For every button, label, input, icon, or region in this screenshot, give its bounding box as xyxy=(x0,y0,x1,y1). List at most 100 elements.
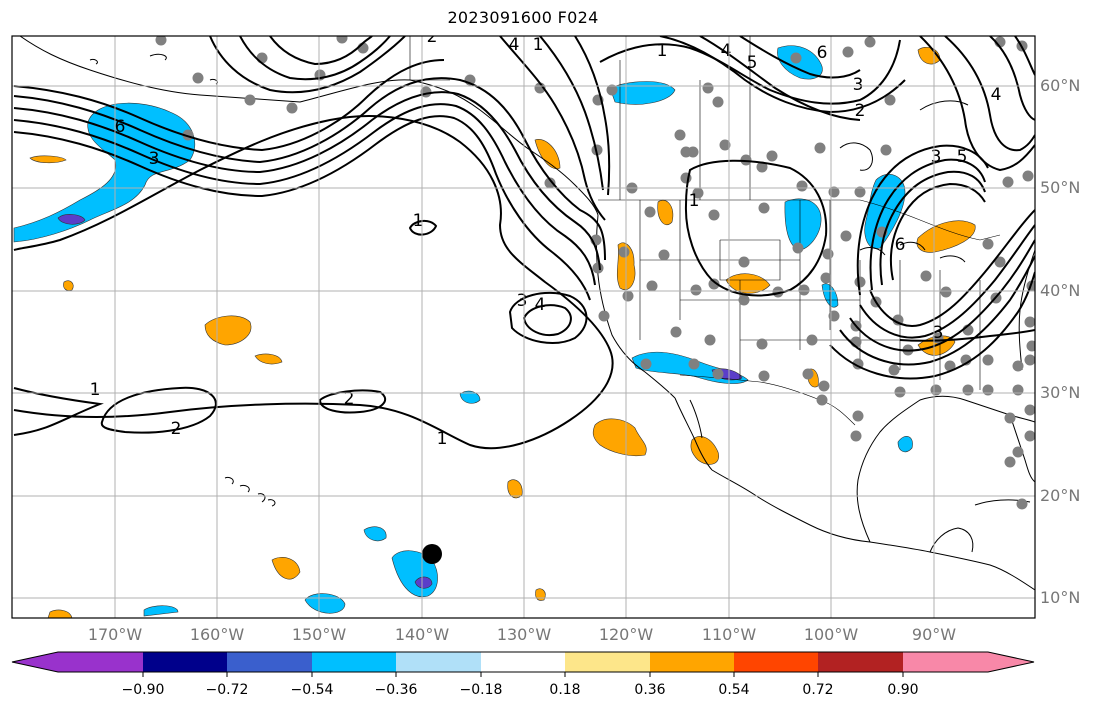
lat-label: 50°N xyxy=(1040,178,1081,197)
lat-label: 20°N xyxy=(1040,486,1081,505)
gridlines xyxy=(12,36,1035,618)
contour-east-low-2 xyxy=(879,170,986,286)
colorbar-tick-label: 0.90 xyxy=(887,682,919,698)
contour-east-e xyxy=(829,271,1035,380)
hudson-bay xyxy=(839,100,969,171)
canada-provinces xyxy=(409,36,751,200)
contour-label: 6 xyxy=(817,43,828,63)
colorbar xyxy=(11,651,1035,677)
orange-region-2 xyxy=(254,353,283,365)
contour-ridge-1 xyxy=(209,36,406,94)
lat-label: 60°N xyxy=(1040,76,1081,95)
purple-region xyxy=(57,214,86,225)
contour-label: 2 xyxy=(855,101,866,121)
contour-2-mid xyxy=(318,389,387,414)
contour-east-d xyxy=(839,255,1035,366)
contour-label: 6 xyxy=(115,117,126,137)
contour-label: 3 xyxy=(933,323,944,343)
contour-trough-3 xyxy=(574,36,611,196)
colorbar-segment xyxy=(312,652,396,672)
orange-region-15 xyxy=(29,155,67,164)
lon-label: 130°W xyxy=(496,625,552,644)
us-canada-border xyxy=(598,199,1001,241)
contour-label: 4 xyxy=(991,85,1002,105)
contour-1-small xyxy=(408,220,438,236)
contour-trough-2 xyxy=(539,36,604,191)
contour-label: 1 xyxy=(689,191,700,211)
lon-label: 100°W xyxy=(803,625,859,644)
contour-label: 2 xyxy=(344,389,355,409)
contour-label: 1 xyxy=(533,35,544,55)
blue-region-gulf-alaska xyxy=(13,102,196,243)
purple-region-hawaii xyxy=(414,576,433,589)
colorbar-segment xyxy=(58,652,143,672)
orange-region-1 xyxy=(204,315,252,346)
colorbar-segment xyxy=(227,652,312,672)
contour-label: 3 xyxy=(517,291,528,311)
contour-jet-2 xyxy=(13,91,601,271)
orange-region-9 xyxy=(592,418,647,457)
shaded-fields xyxy=(13,45,976,618)
contour-east-low-1 xyxy=(869,158,986,291)
orange-region-18 xyxy=(47,609,73,618)
blue-region-small2 xyxy=(459,390,481,404)
blue-region-small3 xyxy=(143,605,179,617)
blue-region-dakota xyxy=(784,198,822,251)
lat-label: 40°N xyxy=(1040,281,1081,300)
political-borders xyxy=(409,36,1001,426)
colorbar-segment xyxy=(143,652,227,672)
contour-label: 5 xyxy=(957,147,968,167)
contour-ne-1 xyxy=(599,39,901,105)
colorbar-segment xyxy=(396,652,481,672)
blue-region-small1 xyxy=(363,526,387,542)
colorbar-tick-label: −0.54 xyxy=(290,682,334,698)
colorbar-tick-label: 0.72 xyxy=(802,682,834,698)
contour-far-east-2 xyxy=(944,36,1035,152)
contour-3-high xyxy=(508,291,588,344)
contour-east-a xyxy=(869,209,1035,327)
contour-far-east-4 xyxy=(1014,36,1035,76)
colorbar-segment xyxy=(734,652,818,672)
colorbar-segment xyxy=(818,652,903,672)
contour-label: 1 xyxy=(413,211,424,231)
contour-label: 4 xyxy=(535,295,546,315)
colorbar-extend-low xyxy=(12,652,58,672)
orange-region-5 xyxy=(657,200,674,226)
colorbar-tick-label: 0.18 xyxy=(549,682,581,698)
contour-ne-4 xyxy=(739,36,861,79)
contour-label: 4 xyxy=(509,35,520,55)
contour-east-f xyxy=(899,329,1035,342)
contour-4-high xyxy=(522,304,572,336)
lon-label: 140°W xyxy=(394,625,450,644)
map-title: 2023091600 F024 xyxy=(447,8,599,27)
colorbar-segments xyxy=(11,651,1035,677)
lat-label: 10°N xyxy=(1040,588,1081,607)
contour-label: 3 xyxy=(931,147,942,167)
orange-region-12 xyxy=(271,557,301,580)
lat-label: 30°N xyxy=(1040,383,1081,402)
orange-region-3 xyxy=(534,139,561,170)
alaska-coast xyxy=(19,36,599,216)
contour-labels: 6 3 1 2 1 2 1 3 4 1 4 5 6 3 2 1 3 5 4 6 … xyxy=(90,27,1002,449)
contour-label: 3 xyxy=(149,149,160,169)
west-coast-us xyxy=(596,214,676,399)
colorbar-segment xyxy=(481,652,565,672)
colorbar-tick-label: −0.72 xyxy=(205,682,249,698)
colorbar-tick-label: −0.90 xyxy=(121,682,165,698)
contour-jet-1 xyxy=(13,77,606,261)
contour-1-west xyxy=(13,387,104,436)
orange-region-17 xyxy=(535,588,546,601)
lon-label: 170°W xyxy=(87,625,143,644)
blue-region-south xyxy=(304,593,346,614)
contour-label: 4 xyxy=(721,41,732,61)
lon-label: 120°W xyxy=(598,625,654,644)
orange-region-11 xyxy=(507,479,523,499)
lon-label: 160°W xyxy=(189,625,245,644)
contour-label: 1 xyxy=(437,429,448,449)
location-marker xyxy=(422,544,442,564)
colorbar-tick-label: −0.18 xyxy=(459,682,503,698)
colorbar-tick-label: −0.36 xyxy=(374,682,418,698)
contour-label: 2 xyxy=(427,27,438,47)
contour-jet-3 xyxy=(13,103,596,286)
contour-label: 1 xyxy=(90,380,101,400)
